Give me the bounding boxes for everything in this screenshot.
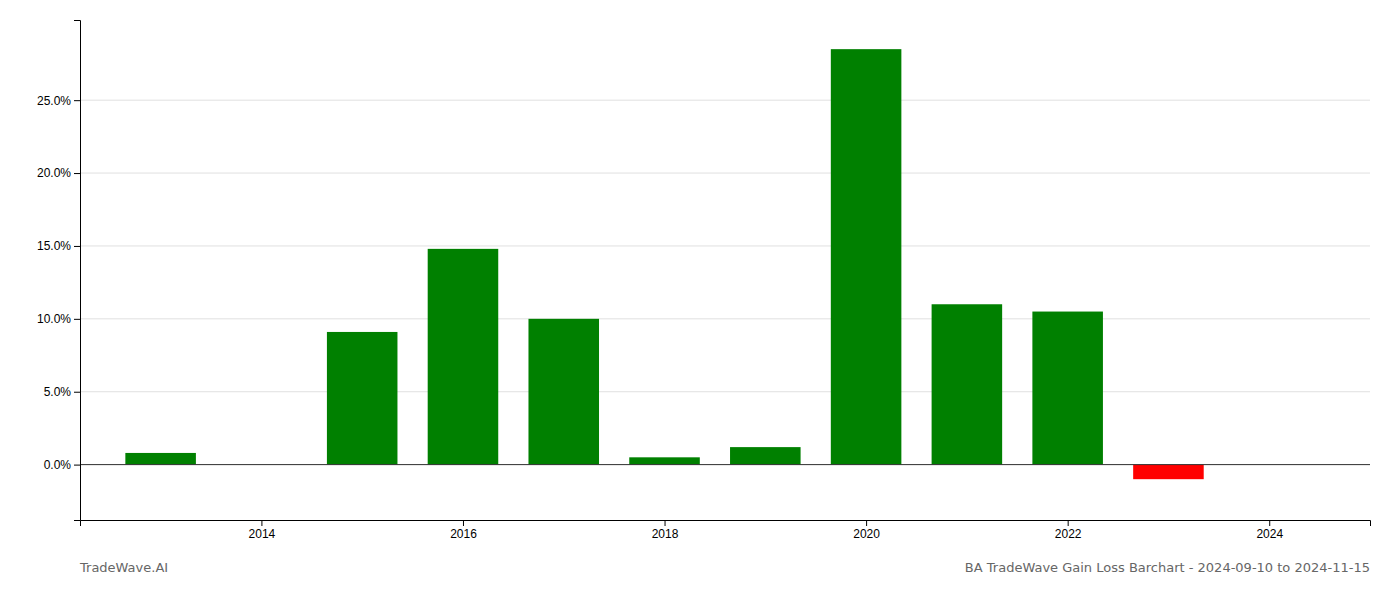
y-axis: 0.0% 5.0% 10.0% 15.0% 20.0% 25.0% bbox=[37, 21, 81, 521]
bar bbox=[327, 332, 398, 465]
y-tick-mark bbox=[74, 465, 80, 466]
plot-area: 2014 2016 2018 2020 2022 2024 0.0% 5.0% 10.0% 15.… bbox=[37, 21, 1371, 541]
y-tick-label: 20.0% bbox=[37, 166, 71, 180]
bar bbox=[730, 447, 801, 464]
y-tick: 15.0% bbox=[37, 239, 80, 253]
y-tick-label: 15.0% bbox=[37, 239, 71, 253]
y-tick-mark bbox=[74, 246, 80, 247]
bar bbox=[428, 249, 499, 465]
x-tick-label: 2018 bbox=[652, 527, 679, 541]
bar bbox=[629, 457, 700, 464]
x-axis: 2014 2016 2018 2020 2022 2024 bbox=[81, 520, 1371, 541]
x-axis-line bbox=[81, 521, 1371, 527]
title: BA TradeWave Gain Loss Barchart - 2024-0… bbox=[965, 560, 1370, 575]
x-tick-label: 2016 bbox=[450, 527, 477, 541]
x-tick: 2020 bbox=[853, 520, 880, 541]
x-tick-mark bbox=[1068, 520, 1069, 526]
y-tick-mark bbox=[74, 319, 80, 320]
grid-line bbox=[80, 245, 1370, 246]
x-tick: 2022 bbox=[1055, 520, 1082, 541]
x-tick-label: 2020 bbox=[853, 527, 880, 541]
grid bbox=[80, 100, 1370, 464]
y-tick: 10.0% bbox=[37, 312, 80, 326]
y-tick-label: 5.0% bbox=[44, 385, 72, 399]
zero-line bbox=[80, 464, 1370, 465]
bar bbox=[831, 49, 902, 464]
y-tick: 0.0% bbox=[44, 458, 80, 472]
bar bbox=[1032, 312, 1103, 465]
x-tick-mark bbox=[261, 520, 262, 526]
bar bbox=[528, 319, 599, 465]
x-tick-mark bbox=[665, 520, 666, 526]
x-tick-label: 2022 bbox=[1055, 527, 1082, 541]
x-tick: 2024 bbox=[1256, 520, 1283, 541]
y-tick-mark bbox=[74, 100, 80, 101]
y-tick: 20.0% bbox=[37, 166, 80, 180]
x-tick: 2016 bbox=[450, 520, 477, 541]
bars bbox=[125, 49, 1203, 479]
y-axis-line bbox=[74, 21, 81, 521]
y-tick-mark bbox=[74, 173, 80, 174]
bar bbox=[125, 453, 196, 465]
x-tick-mark bbox=[1269, 520, 1270, 526]
bar bbox=[932, 304, 1003, 464]
grid-line bbox=[80, 100, 1370, 101]
y-tick-label: 25.0% bbox=[37, 94, 71, 108]
grid-line bbox=[80, 318, 1370, 319]
y-tick-label: 0.0% bbox=[44, 458, 72, 472]
x-tick-mark bbox=[463, 520, 464, 526]
y-tick-label: 10.0% bbox=[37, 312, 71, 326]
y-tick: 25.0% bbox=[37, 94, 80, 108]
x-tick-label: 2014 bbox=[249, 527, 276, 541]
grid-line bbox=[80, 391, 1370, 392]
x-tick: 2014 bbox=[249, 520, 276, 541]
grid-line bbox=[80, 173, 1370, 174]
x-tick: 2018 bbox=[652, 520, 679, 541]
x-tick-label: 2024 bbox=[1256, 527, 1283, 541]
y-tick-mark bbox=[74, 392, 80, 393]
x-tick-mark bbox=[866, 520, 867, 526]
bar bbox=[1133, 465, 1204, 480]
watermark: TradeWave.AI bbox=[79, 560, 168, 575]
y-tick: 5.0% bbox=[44, 385, 80, 399]
grid-line bbox=[80, 464, 1370, 465]
chart: 2014 2016 2018 2020 2022 2024 0.0% 5.0% 10.0% 15.… bbox=[0, 0, 1400, 600]
